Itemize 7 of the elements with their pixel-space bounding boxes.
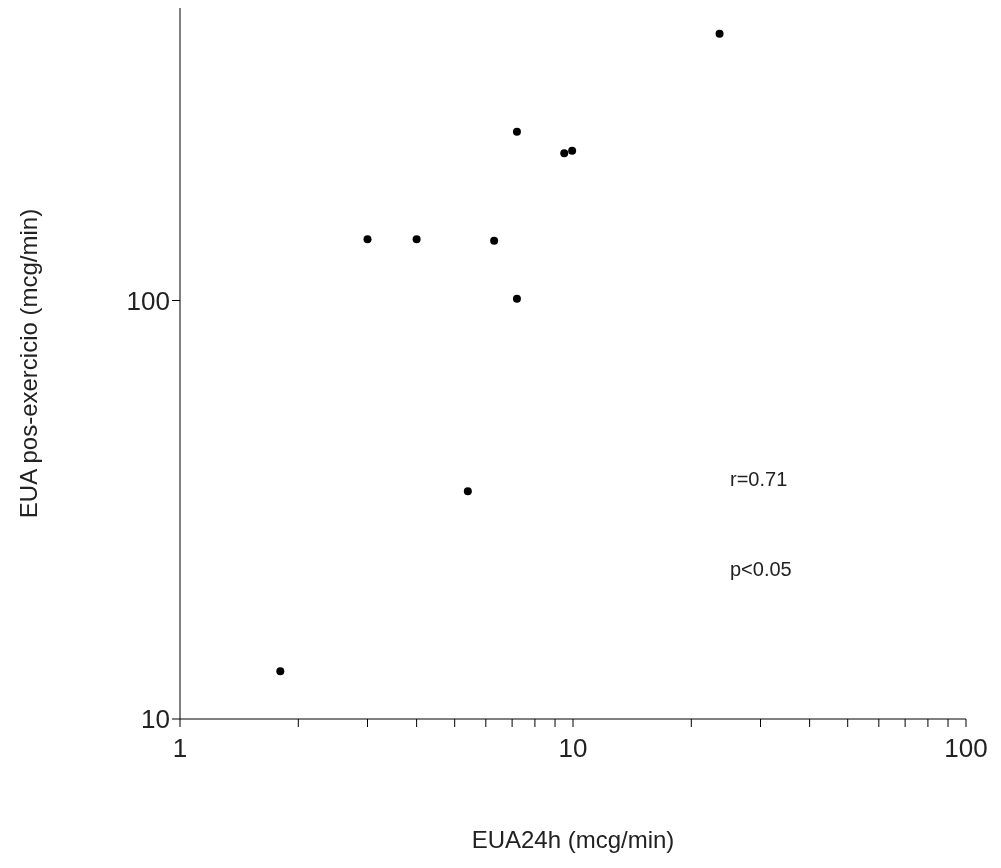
x-tick-label: 100	[944, 733, 988, 764]
annotation: p<0.05	[730, 558, 792, 581]
y-axis-title: EUA pos-exercicio (mcg/min)	[14, 208, 42, 519]
x-axis-title: EUA24h (mcg/min)	[471, 826, 675, 853]
x-tick-label: 1	[172, 733, 188, 764]
annotation: r=0.71	[730, 468, 788, 491]
x-tick-label: 10	[558, 733, 588, 764]
